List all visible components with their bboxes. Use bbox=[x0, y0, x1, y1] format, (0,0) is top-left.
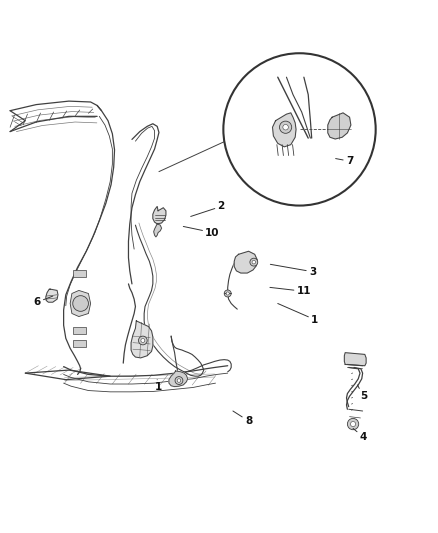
Text: 1: 1 bbox=[155, 379, 162, 392]
Circle shape bbox=[350, 422, 356, 426]
Polygon shape bbox=[131, 321, 153, 358]
Circle shape bbox=[177, 379, 181, 382]
Circle shape bbox=[279, 121, 292, 133]
Circle shape bbox=[175, 377, 183, 384]
Polygon shape bbox=[154, 224, 162, 237]
Circle shape bbox=[250, 258, 258, 266]
Polygon shape bbox=[73, 327, 86, 334]
Polygon shape bbox=[46, 289, 58, 302]
Circle shape bbox=[283, 125, 288, 130]
Circle shape bbox=[138, 336, 147, 345]
Circle shape bbox=[252, 261, 256, 264]
Circle shape bbox=[223, 53, 376, 206]
Text: 6: 6 bbox=[33, 296, 53, 307]
Text: 2: 2 bbox=[191, 201, 225, 216]
Polygon shape bbox=[73, 270, 86, 277]
Text: 11: 11 bbox=[270, 286, 311, 296]
Circle shape bbox=[347, 418, 359, 430]
Text: 10: 10 bbox=[184, 227, 220, 238]
Polygon shape bbox=[234, 251, 257, 273]
Text: 4: 4 bbox=[353, 429, 367, 442]
Polygon shape bbox=[344, 353, 366, 366]
Text: 5: 5 bbox=[357, 385, 367, 401]
Polygon shape bbox=[70, 290, 91, 317]
Polygon shape bbox=[169, 371, 187, 386]
Circle shape bbox=[226, 292, 229, 295]
Text: 3: 3 bbox=[270, 264, 316, 277]
Circle shape bbox=[224, 290, 231, 297]
Text: 8: 8 bbox=[233, 411, 252, 426]
Text: 7: 7 bbox=[336, 156, 353, 166]
Text: 1: 1 bbox=[278, 303, 318, 325]
Polygon shape bbox=[272, 113, 296, 147]
Circle shape bbox=[141, 338, 145, 342]
Polygon shape bbox=[73, 340, 86, 347]
Circle shape bbox=[73, 296, 88, 311]
Polygon shape bbox=[328, 113, 351, 139]
Polygon shape bbox=[153, 206, 166, 224]
